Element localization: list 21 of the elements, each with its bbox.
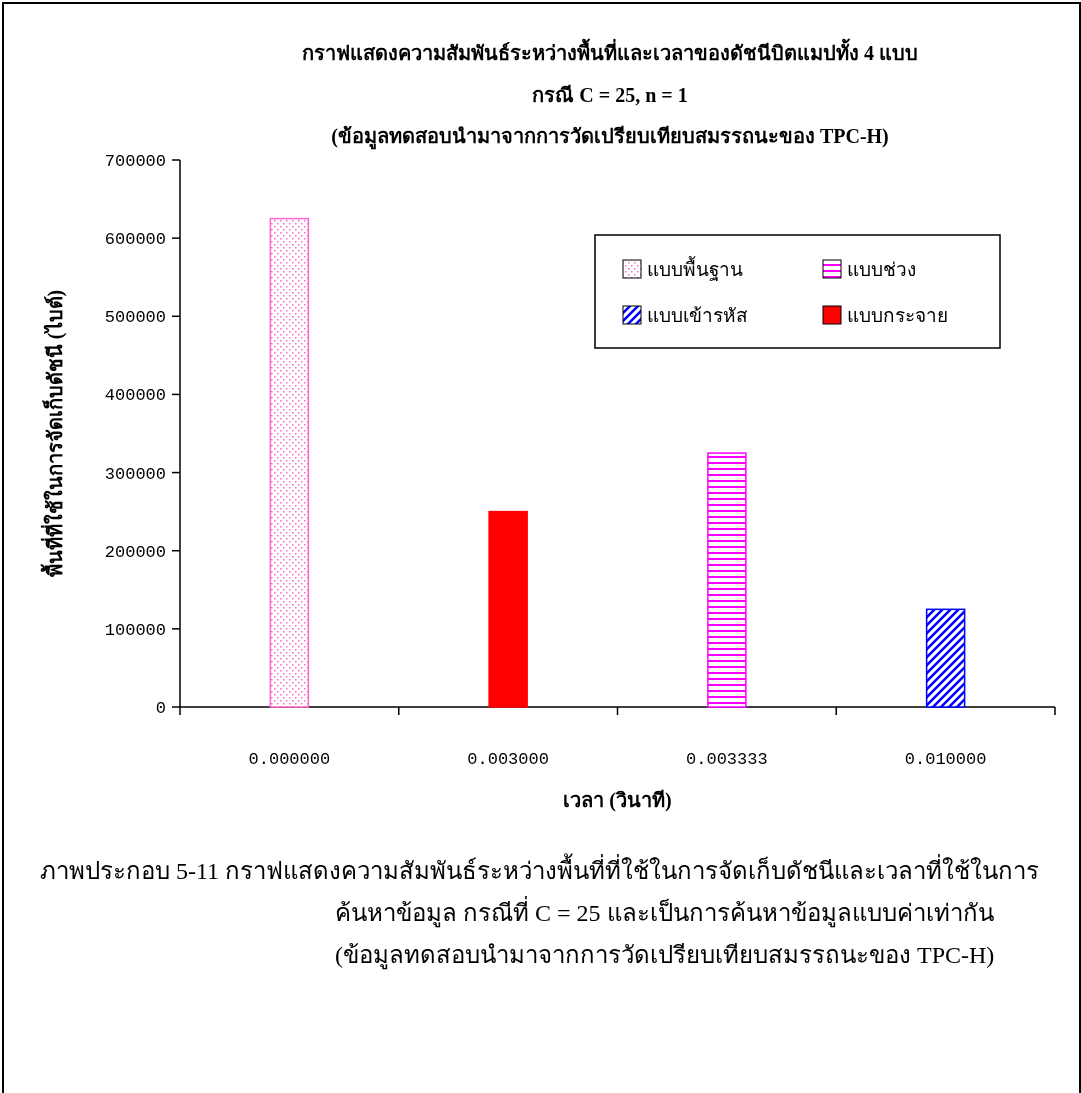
- y-tick-label: 600000: [104, 230, 166, 250]
- legend-label: แบบช่วง: [847, 258, 916, 280]
- y-tick-label: 0: [155, 699, 166, 718]
- chart-subtitle: กรณี C = 25, n = 1 (ข้อมูลทดสอบนำมาจากการวัดเปรียบเทียบสมรรถนะของ TPC-H): [331, 84, 889, 150]
- y-axis-title: พื้นที่ที่ใช้ในการจัดเก็บดัชนี (ไบต์): [40, 289, 67, 578]
- y-tick-label: 200000: [104, 542, 166, 562]
- legend-label: แบบพื้นฐาน: [647, 256, 743, 281]
- legend-label: แบบเข้ารหัส: [647, 304, 748, 326]
- x-tick-label: 0.003333: [686, 750, 768, 769]
- x-axis-title: เวลา (วินาที): [563, 789, 672, 812]
- chart-title: กราฟแสดงความสัมพันธ์ระหว่างพื้นที่และเวลาของดัชนีบิตแมปทั้ง 4 แบบ: [302, 38, 918, 64]
- x-tick-label: 0.010000: [904, 750, 987, 769]
- x-tick-label: 0.000000: [248, 750, 331, 769]
- y-tick-label: 300000: [104, 464, 166, 484]
- legend-label: แบบกระจาย: [847, 304, 948, 326]
- y-tick-label: 500000: [104, 308, 166, 328]
- x-tick-label: 0.003000: [467, 750, 549, 769]
- y-tick-label: 700000: [104, 152, 166, 171]
- text: ภาพประกอบ 5-11 กราฟแสดงความสัมพันธ์ระหว่างพื้นที่ที่ใช้ในการจัดเก็บดัชนีและเวลาที่ใช้ในการค้นหาข้อมูล กรณีที่ C = 25 และเป็นการค้นหาข้อมูลแบบค่าเท่ากัน (ข้อมูลทดสอบนำมาจากการวัดเปรียบเทียบสมรรถนะของ TPC-H): [40, 852, 1040, 972]
- y-tick-label: 100000: [104, 620, 166, 640]
- y-tick-label: 400000: [104, 386, 166, 406]
